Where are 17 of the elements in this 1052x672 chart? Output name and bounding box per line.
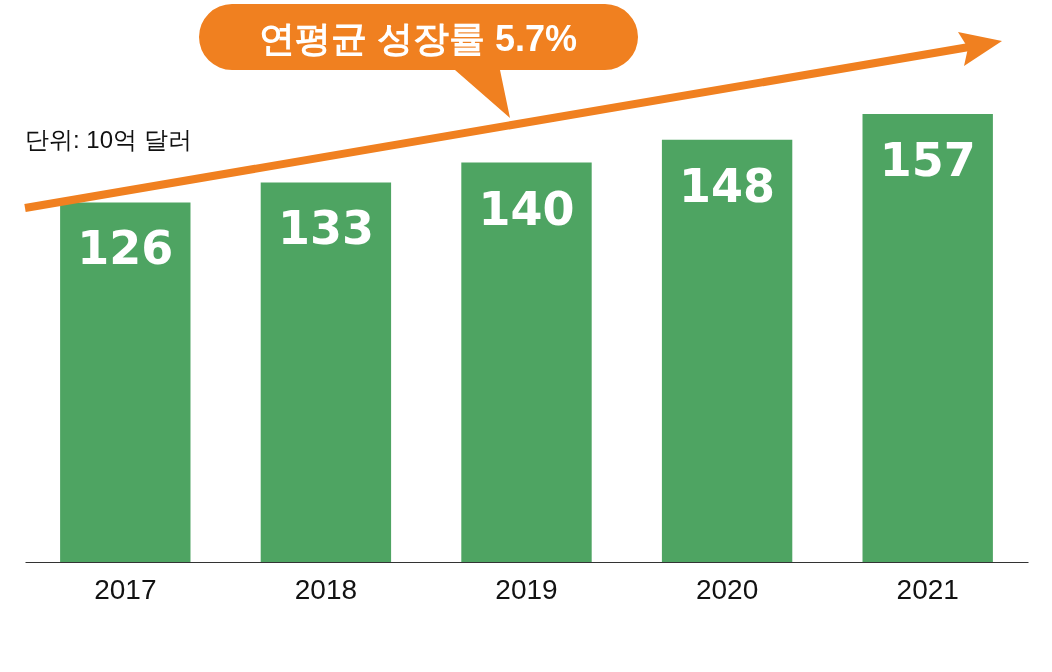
data-label: 157	[879, 133, 976, 187]
bar	[260, 182, 392, 562]
annotation: 단위: 10억 달러	[25, 126, 192, 153]
bar	[661, 139, 793, 562]
data-label: 140	[478, 181, 575, 236]
x-tick-label: 2019	[495, 573, 558, 605]
bar	[862, 114, 993, 562]
data-label: 126	[77, 221, 174, 276]
x-tick-label: 2017	[94, 573, 157, 605]
data-label: 133	[277, 201, 374, 256]
bar	[60, 202, 191, 562]
x-tick-label: 2021	[896, 573, 959, 605]
x-tick-label: 2020	[695, 573, 759, 605]
x-tick-label: 2018	[294, 573, 358, 605]
text: 연평균 성장률 5.7%	[258, 18, 578, 59]
data-label: 148	[679, 158, 776, 213]
bar	[461, 162, 592, 562]
